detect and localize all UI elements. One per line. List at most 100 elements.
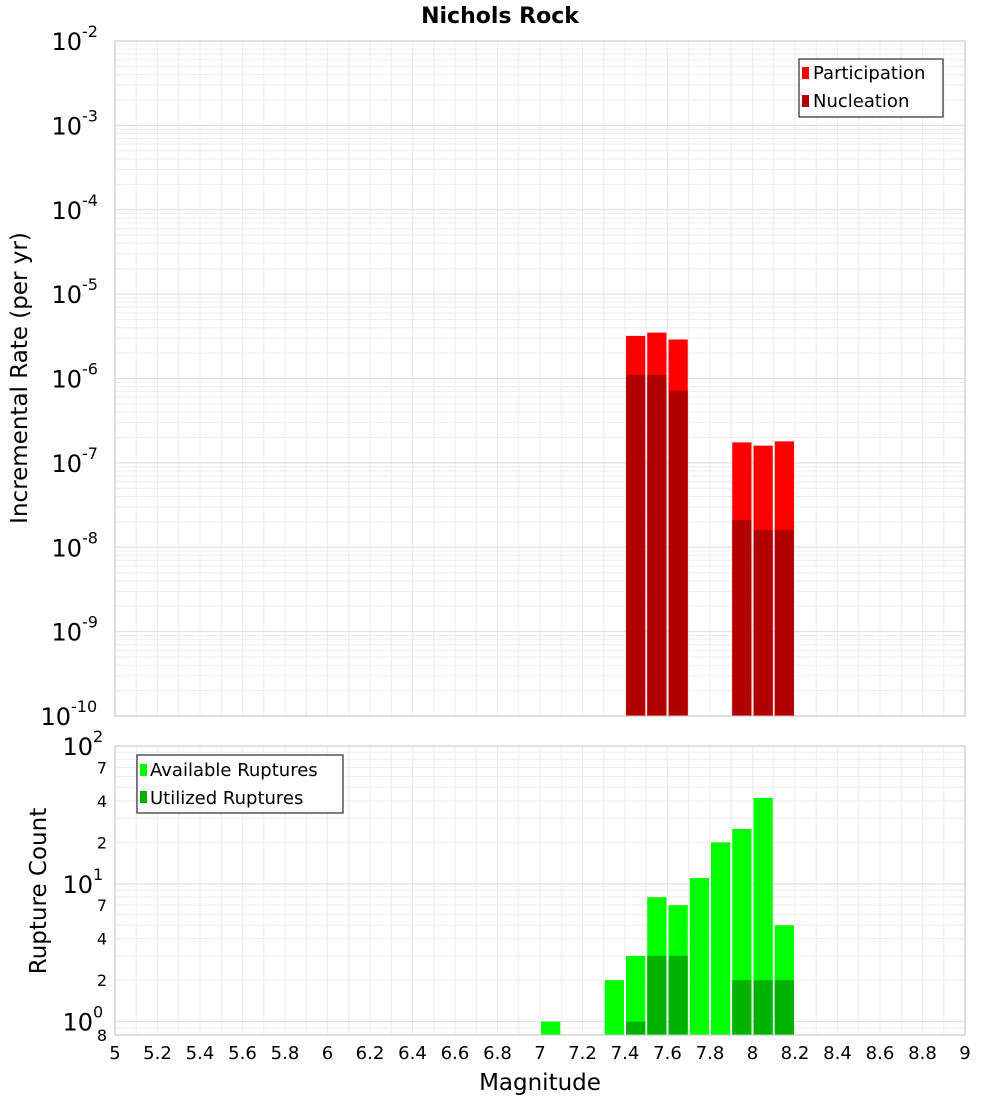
rate-y-tick: 10 -5	[51, 275, 98, 309]
count-y-tick: 2	[97, 833, 107, 852]
rate-y-tick: 10 -2	[51, 22, 98, 56]
count-y-tick: 7	[97, 758, 107, 777]
legend-swatch-nucleation	[802, 95, 809, 107]
rate-y-tick-base: 10	[51, 619, 82, 647]
rate-y-tick-exponent: -6	[82, 360, 98, 379]
rate-y-tick-base: 10	[40, 703, 71, 731]
rate-y-tick: 10 -3	[51, 106, 98, 140]
count-y-tick: 4	[97, 930, 107, 949]
rate-legend: Participation Nucleation	[798, 58, 944, 118]
rate-y-tick-exponent: -10	[71, 697, 97, 716]
count-legend-box	[136, 754, 344, 814]
x-tick-labels: 5 5.2 5.4 5.6 5.8 6 6.2 6.4 6.6 6.8 7 7.2 7.4 7.6 7.8 8…	[109, 1043, 970, 1064]
legend-label-available-ruptures: Available Ruptures	[150, 760, 318, 781]
x-axis-label: Magnitude	[479, 1070, 601, 1096]
bar-utilized-ruptures-7.65	[668, 955, 688, 1035]
count-y-tick-minor: 7	[97, 758, 107, 777]
bar-utilized-ruptures-7.95	[732, 980, 752, 1035]
x-tick-label: 7.4	[611, 1043, 640, 1064]
x-tick-label: 8	[747, 1043, 758, 1064]
rate-y-tick-exponent: -2	[82, 22, 98, 41]
bar-utilized-ruptures-8.05	[753, 980, 773, 1035]
count-y-tick-exponent: 0	[93, 1003, 103, 1022]
count-y-tick-exponent: 1	[93, 865, 103, 884]
rate-bars	[626, 332, 794, 716]
x-tick-label: 7.8	[696, 1043, 725, 1064]
count-y-axis-label: Rupture Count	[26, 808, 52, 974]
rate-y-tick-base: 10	[51, 28, 82, 56]
bar-nucleation-8.05	[753, 530, 773, 716]
x-tick-label: 7	[534, 1043, 545, 1064]
count-legend: Available Ruptures Utilized Ruptures	[136, 754, 344, 814]
legend-label-utilized-ruptures: Utilized Ruptures	[150, 788, 303, 809]
bar-available-ruptures-7.05	[541, 1021, 561, 1035]
chart-title: Nichols Rock	[421, 4, 580, 29]
count-y-tick-minor: 7	[97, 896, 107, 915]
x-tick-label: 5.6	[228, 1043, 257, 1064]
rate-y-tick-exponent: -9	[82, 613, 98, 632]
bar-available-ruptures-7.85	[711, 842, 731, 1035]
x-tick-label: 8.6	[866, 1043, 895, 1064]
count-y-tick-minor: 4	[97, 930, 107, 949]
count-y-tick-minor: 2	[97, 971, 107, 990]
rate-y-tick: 10 -4	[51, 191, 98, 225]
count-y-tick: 7	[97, 896, 107, 915]
x-tick-label: 7.2	[568, 1043, 597, 1064]
bar-nucleation-8.15	[774, 530, 794, 716]
bar-nucleation-7.65	[668, 390, 688, 716]
rate-y-tick-exponent: -4	[82, 191, 98, 210]
rate-y-tick-base: 10	[51, 366, 82, 394]
count-y-tick: 10 0	[62, 1003, 103, 1037]
rate-y-tick-exponent: -8	[82, 528, 98, 547]
bar-utilized-ruptures-7.55	[647, 955, 667, 1035]
rate-gridlines	[115, 41, 965, 716]
count-y-tick: 10 1	[62, 865, 103, 899]
bar-available-ruptures-7.75	[689, 878, 709, 1035]
count-y-tick: 2	[97, 971, 107, 990]
bar-nucleation-7.55	[647, 375, 667, 716]
rate-y-tick-exponent: -3	[82, 106, 98, 125]
x-tick-label: 6	[322, 1043, 333, 1064]
x-tick-label: 7.6	[653, 1043, 682, 1064]
rate-y-axis-label: Incremental Rate (per yr)	[7, 232, 33, 524]
x-tick-label: 5.2	[143, 1043, 172, 1064]
rate-y-tick: 10 -7	[51, 444, 98, 478]
rate-y-tick-base: 10	[51, 534, 82, 562]
x-tick-label: 9	[959, 1043, 970, 1064]
rate-y-tick-base: 10	[51, 197, 82, 225]
count-plot-border	[114, 745, 966, 1036]
x-tick-label: 5	[109, 1043, 120, 1064]
x-tick-label: 6.8	[483, 1043, 512, 1064]
x-tick-label: 8.2	[781, 1043, 810, 1064]
legend-swatch-available-ruptures	[140, 764, 147, 776]
bar-available-ruptures-8.05	[753, 797, 773, 1035]
rate-y-tick: 10 -8	[51, 528, 98, 562]
x-tick-label: 6.4	[398, 1043, 427, 1064]
rate-y-tick-exponent: -7	[82, 444, 98, 463]
legend-label-participation: Participation	[813, 63, 925, 84]
bar-available-ruptures-7.35	[604, 980, 624, 1035]
count-y-tick-base: 10	[62, 1009, 93, 1037]
x-tick-label: 8.4	[823, 1043, 852, 1064]
bar-nucleation-7.95	[732, 520, 752, 716]
rate-legend-box	[798, 58, 944, 118]
rate-y-tick-base: 10	[51, 281, 82, 309]
count-y-tick: 4	[97, 792, 107, 811]
rate-y-tick-base: 10	[51, 112, 82, 140]
count-bars	[541, 797, 794, 1035]
legend-swatch-participation	[802, 67, 809, 79]
x-tick-label: 5.8	[271, 1043, 300, 1064]
bar-available-ruptures-7.45	[626, 955, 646, 1035]
rate-y-tick: 10 -10	[40, 697, 97, 731]
rate-plot-border	[114, 40, 966, 717]
legend-label-nucleation: Nucleation	[813, 91, 909, 112]
count-y-tick: 8	[97, 1026, 107, 1045]
count-y-tick-minor: 4	[97, 792, 107, 811]
x-tick-label: 6.2	[356, 1043, 385, 1064]
legend-swatch-utilized-ruptures	[140, 791, 147, 803]
x-tick-label: 6.6	[441, 1043, 470, 1064]
count-y-tick-minor: 2	[97, 833, 107, 852]
